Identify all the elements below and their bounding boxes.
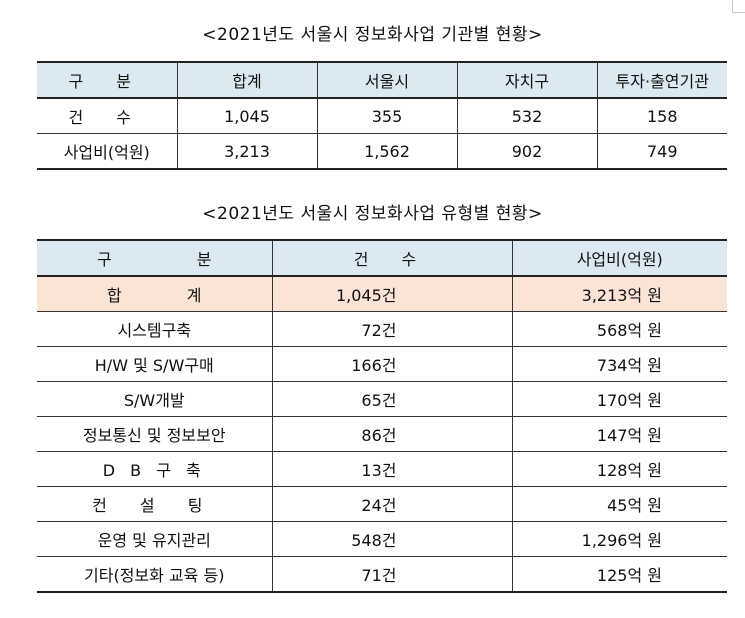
table-row: 기타(정보화 교육 등) 71건 125억 원 bbox=[37, 556, 727, 592]
cell-count: 24건 bbox=[272, 486, 513, 522]
cell-count: 65건 bbox=[272, 381, 513, 417]
table1-title: <2021년도 서울시 정보화사업 기관별 현황> bbox=[202, 25, 543, 45]
table-row: 운영 및 유지관리 548건 1,296억 원 bbox=[37, 521, 727, 557]
header-agency: 투자·출연기관 bbox=[597, 62, 727, 98]
header-category: 구 분 bbox=[37, 62, 178, 98]
cell-count: 166건 bbox=[272, 346, 513, 382]
cell-district: 902 bbox=[457, 133, 598, 169]
table-row: H/W 및 S/W구매 166건 734억 원 bbox=[37, 346, 727, 382]
cell-agency: 749 bbox=[646, 141, 678, 161]
table-header-row: 구 분 합계 서울시 자치구 투자·출연기관 bbox=[37, 62, 727, 98]
cell-seoul: 355 bbox=[317, 98, 458, 134]
table-row: D B 구 축 13건 128억 원 bbox=[37, 451, 727, 487]
table-row: 시스템구축 72건 568억 원 bbox=[37, 311, 727, 347]
row-label: 건 수 bbox=[37, 98, 178, 134]
header-seoul: 서울시 bbox=[317, 62, 458, 98]
cell-budget: 147억 원 bbox=[596, 426, 662, 445]
type-status-table: 구 분 건 수 사업비(억원) 합 계 1,045건 3,213억 원 시스템구… bbox=[37, 239, 727, 593]
header-category: 구 분 bbox=[37, 240, 273, 276]
cell-count: 1,045건 bbox=[272, 276, 513, 312]
header-budget: 사업비(억원) bbox=[512, 240, 727, 276]
cell-count: 72건 bbox=[272, 311, 513, 347]
table-header-row: 구 분 건 수 사업비(억원) bbox=[37, 240, 727, 276]
cell-budget: 3,213억 원 bbox=[512, 276, 727, 312]
cell-seoul: 1,562 bbox=[317, 133, 458, 169]
table2-title: <2021년도 서울시 정보화사업 유형별 현황> bbox=[202, 204, 543, 224]
cell-count: 548건 bbox=[272, 521, 513, 557]
row-label: 운영 및 유지관리 bbox=[37, 521, 273, 557]
row-label: 정보통신 및 정보보안 bbox=[37, 416, 273, 452]
table-row: 정보통신 및 정보보안 86건 147억 원 bbox=[37, 416, 727, 452]
cell-budget: 568억 원 bbox=[596, 321, 662, 340]
total-row: 합 계 1,045건 3,213억 원 bbox=[37, 276, 727, 312]
cell-count: 13건 bbox=[272, 451, 513, 487]
row-label: H/W 및 S/W구매 bbox=[37, 346, 273, 382]
row-label: 시스템구축 bbox=[37, 311, 273, 347]
cell-agency: 158 bbox=[646, 106, 678, 126]
header-total: 합계 bbox=[177, 62, 318, 98]
table-row: 건 수 1,045 355 532 158 bbox=[37, 98, 727, 134]
cell-budget: 734억 원 bbox=[596, 356, 662, 375]
cell-budget: 1,296억 원 bbox=[581, 531, 662, 550]
cell-budget: 170억 원 bbox=[596, 391, 662, 410]
row-label: 기타(정보화 교육 등) bbox=[37, 556, 273, 592]
row-label: D B 구 축 bbox=[37, 451, 273, 487]
table-row: 사업비(억원) 3,213 1,562 902 749 bbox=[37, 133, 727, 169]
page-corner-mark bbox=[732, 0, 745, 13]
row-label: S/W개발 bbox=[37, 381, 273, 417]
cell-total: 3,213 bbox=[177, 133, 318, 169]
row-label: 합 계 bbox=[37, 276, 273, 312]
header-count: 건 수 bbox=[272, 240, 513, 276]
cell-count: 86건 bbox=[272, 416, 513, 452]
cell-budget: 45억 원 bbox=[607, 496, 662, 515]
header-district: 자치구 bbox=[457, 62, 598, 98]
cell-count: 71건 bbox=[272, 556, 513, 592]
cell-budget: 128억 원 bbox=[596, 461, 662, 480]
row-label: 컨 설 팅 bbox=[37, 486, 273, 522]
row-label: 사업비(억원) bbox=[37, 133, 178, 169]
table-row: S/W개발 65건 170억 원 bbox=[37, 381, 727, 417]
cell-budget: 125억 원 bbox=[596, 566, 662, 585]
table-row: 컨 설 팅 24건 45억 원 bbox=[37, 486, 727, 522]
cell-total: 1,045 bbox=[177, 98, 318, 134]
cell-district: 532 bbox=[457, 98, 598, 134]
agency-status-table: 구 분 합계 서울시 자치구 투자·출연기관 건 수 1,045 355 532… bbox=[37, 61, 727, 170]
